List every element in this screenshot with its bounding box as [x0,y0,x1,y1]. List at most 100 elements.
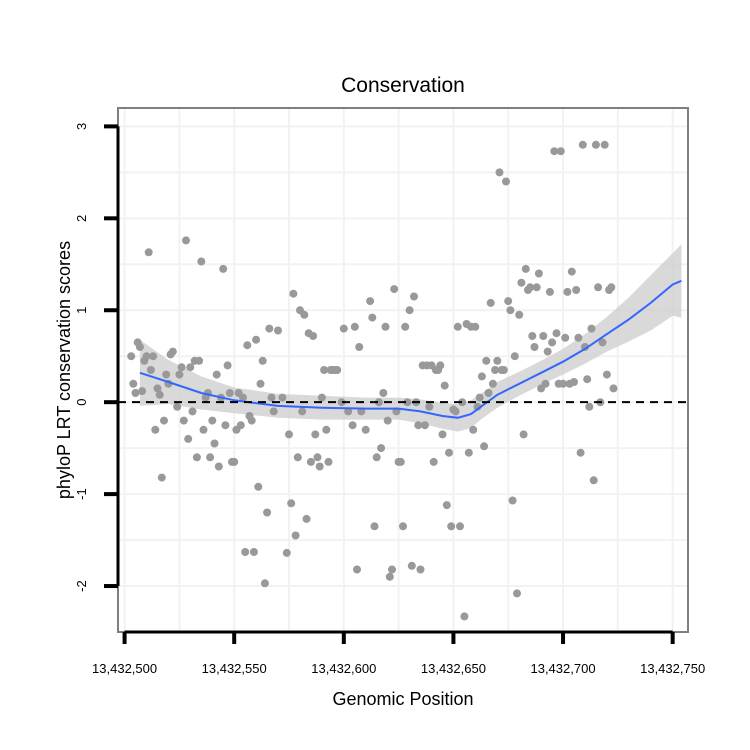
data-point [504,297,513,306]
data-point [350,322,359,331]
data-point [206,453,215,462]
data-point [528,332,537,340]
panel-border [117,107,689,633]
data-point [576,448,585,457]
data-point [517,278,526,287]
data-point [414,421,423,430]
data-point [344,407,353,416]
data-point [199,425,208,434]
data-point [160,416,168,425]
smooth-line [139,279,682,419]
data-point [563,287,572,296]
data-point [210,439,219,448]
data-point [545,287,554,296]
data-point [499,366,508,374]
data-point [285,430,293,439]
data-point [221,421,230,430]
data-point [456,522,464,531]
data-point [574,333,583,342]
data-point [526,283,535,292]
data-point [188,407,197,416]
data-point [144,248,153,257]
y-tick-label: 3 [74,123,89,130]
data-point [469,425,478,434]
data-point [263,508,272,517]
data-point [315,462,324,471]
x-tick-label: 13,432,750 [640,661,705,676]
data-point [550,147,559,156]
data-point [396,457,405,466]
data-point [451,407,460,416]
data-point [313,453,322,462]
x-tick-label: 13,432,650 [421,661,486,676]
data-point [300,310,309,319]
data-point [339,324,348,333]
data-point [256,379,265,388]
data-point [600,140,609,149]
data-point [438,430,447,439]
data-point [510,352,519,361]
data-point [289,289,298,298]
chart-title: Conservation [341,74,465,97]
data-point [177,363,186,372]
data-point [372,453,381,462]
data-point [179,416,188,425]
data-point [410,292,418,301]
y-tick-label: -2 [74,580,89,592]
data-point [293,453,302,462]
data-point [482,356,491,365]
data-point [317,393,326,402]
data-point [168,347,177,356]
data-point [309,332,318,340]
data-point [530,343,539,351]
data-point [355,343,364,351]
data-point [249,548,258,556]
y-tick-label: -1 [74,488,89,500]
data-point [464,448,473,457]
data-point [515,310,524,319]
data-point [429,457,438,466]
data-point [475,393,484,402]
data-point [153,384,162,393]
x-axis-label: Genomic Position [332,689,473,709]
data-point [458,398,467,407]
data-point [333,366,342,374]
data-point [502,177,510,186]
data-point [556,147,565,156]
data-point [127,352,136,361]
data-point [552,329,561,338]
data-point [559,379,567,388]
data-point [534,269,543,278]
data-point [236,421,245,430]
data-point [495,168,504,177]
data-point [440,381,449,390]
data-point [370,522,379,531]
smooth-line-layer [139,279,682,419]
data-point [324,457,333,466]
data-point [155,390,164,399]
data-point [278,393,287,402]
scatter-points [127,140,618,621]
data-point [208,416,217,425]
data-point [320,366,329,374]
data-point [252,335,261,344]
data-point [157,473,166,482]
data-point [477,372,486,381]
grid-lines [118,108,688,633]
data-point [484,389,493,397]
data-point [390,285,399,294]
data-point [381,322,390,331]
data-point [149,352,158,361]
data-point [151,425,160,434]
data-point [585,402,594,411]
data-point [453,322,462,331]
data-point [225,389,234,397]
data-point [182,236,190,245]
data-point [442,501,451,510]
data-point [488,379,497,388]
data-point [399,522,407,531]
data-point [493,356,502,365]
data-point [570,378,578,386]
y-tick-label: 0 [74,399,89,406]
